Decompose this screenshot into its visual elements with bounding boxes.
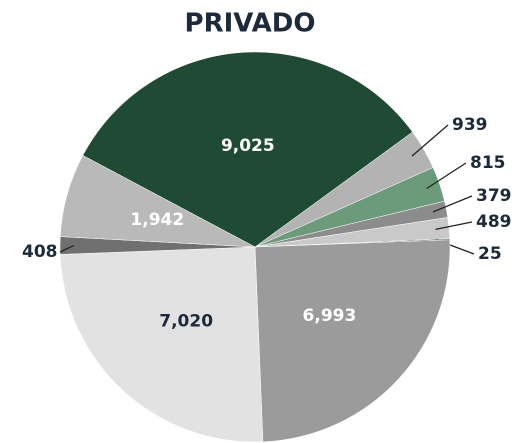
data-label: 1,942	[130, 210, 184, 230]
pie-slice	[60, 155, 256, 248]
leader-line	[432, 195, 473, 213]
data-label: 379	[476, 186, 512, 206]
leader-line	[426, 162, 467, 190]
data-label: 815	[470, 153, 506, 173]
data-label: 7,020	[159, 311, 213, 331]
data-label: 939	[452, 115, 488, 135]
data-label: 6,993	[303, 306, 357, 326]
data-label: 408	[22, 242, 58, 262]
leader-line	[59, 245, 74, 253]
leader-line	[435, 221, 473, 231]
data-label: 489	[476, 212, 512, 232]
pie-slice	[254, 239, 451, 443]
data-label: 25	[478, 244, 502, 264]
data-label: 9,025	[221, 136, 275, 156]
leader-line	[411, 124, 449, 157]
chart-title: PRIVADO	[185, 9, 316, 39]
pie-slice	[82, 51, 413, 248]
pie-slice	[59, 246, 264, 443]
